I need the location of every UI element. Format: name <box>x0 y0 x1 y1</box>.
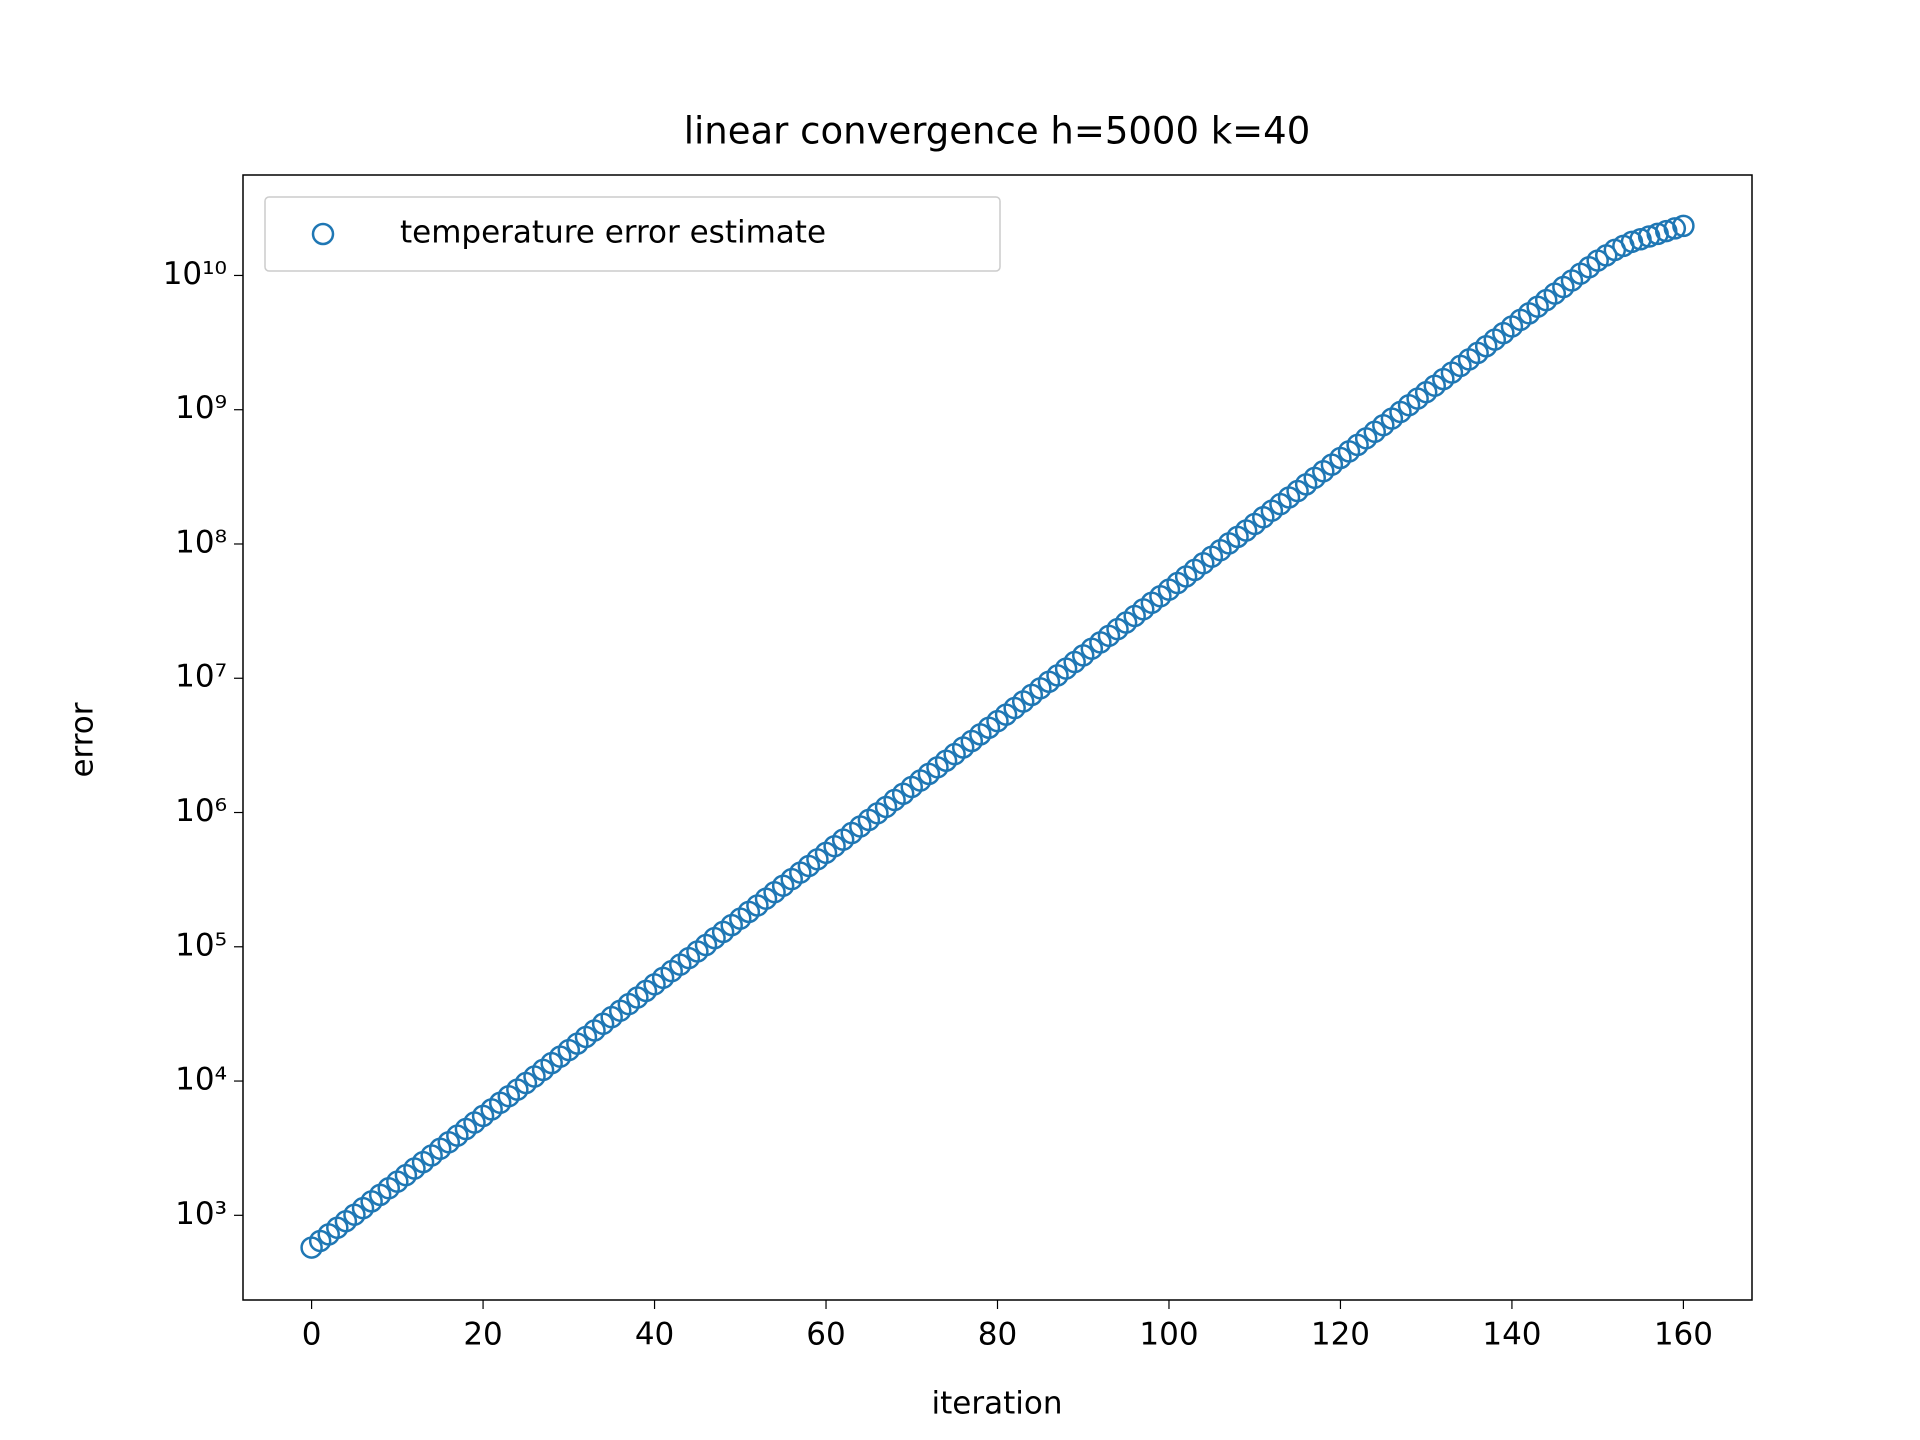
legend-marker <box>311 222 335 246</box>
x-tick-label: 60 <box>806 1317 845 1353</box>
y-tick-label: 10⁵ <box>175 927 227 963</box>
data-point <box>1663 217 1687 240</box>
x-axis-label: iteration <box>932 1386 1063 1422</box>
x-tick-label: 0 <box>302 1317 322 1353</box>
x-tick-label: 140 <box>1482 1317 1541 1353</box>
legend-box <box>264 196 1001 272</box>
y-tick-label: 10³ <box>175 1196 227 1232</box>
y-tick-label: 10⁶ <box>175 793 227 829</box>
y-tick-label: 10⁸ <box>175 524 227 560</box>
plot-frame <box>242 174 1753 1301</box>
x-tick-label: 80 <box>978 1317 1017 1353</box>
y-tick-label: 10⁹ <box>175 390 227 426</box>
x-tick-label: 160 <box>1654 1317 1713 1353</box>
y-tick-label: 10⁴ <box>175 1062 227 1098</box>
x-tick-label: 20 <box>463 1317 502 1353</box>
data-point <box>1672 214 1695 238</box>
y-axis-label: error <box>65 702 101 777</box>
y-tick-label: 10⁷ <box>175 659 227 695</box>
chart-title: linear convergence h=5000 k=40 <box>684 110 1311 153</box>
x-tick-label: 40 <box>635 1317 674 1353</box>
x-tick-label: 100 <box>1139 1317 1198 1353</box>
x-tick-label: 120 <box>1311 1317 1370 1353</box>
legend: temperature error estimate <box>264 196 1001 272</box>
legend-label: temperature error estimate <box>400 215 826 251</box>
y-tick-label: 10¹⁰ <box>163 256 227 292</box>
